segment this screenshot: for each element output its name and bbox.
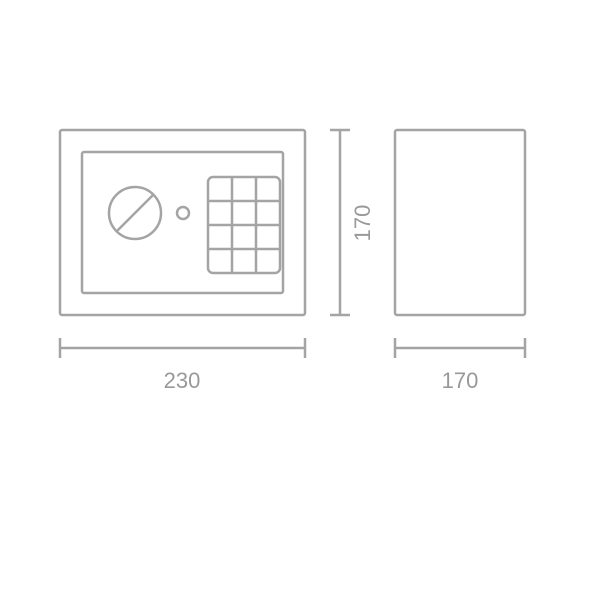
keyhole-icon: [177, 207, 189, 219]
depth-dimension-label: 170: [442, 368, 479, 393]
height-dimension: [330, 130, 350, 315]
width-dimension: [60, 338, 305, 358]
front-view: [60, 130, 305, 315]
side-view-rect: [395, 130, 525, 315]
depth-dimension: [395, 338, 525, 358]
width-dimension-label: 230: [164, 368, 201, 393]
height-dimension-label: 170: [350, 205, 375, 242]
keypad-icon: [208, 177, 280, 273]
safe-dimension-diagram: 170 230 170: [0, 0, 600, 600]
dial-icon: [109, 187, 161, 239]
